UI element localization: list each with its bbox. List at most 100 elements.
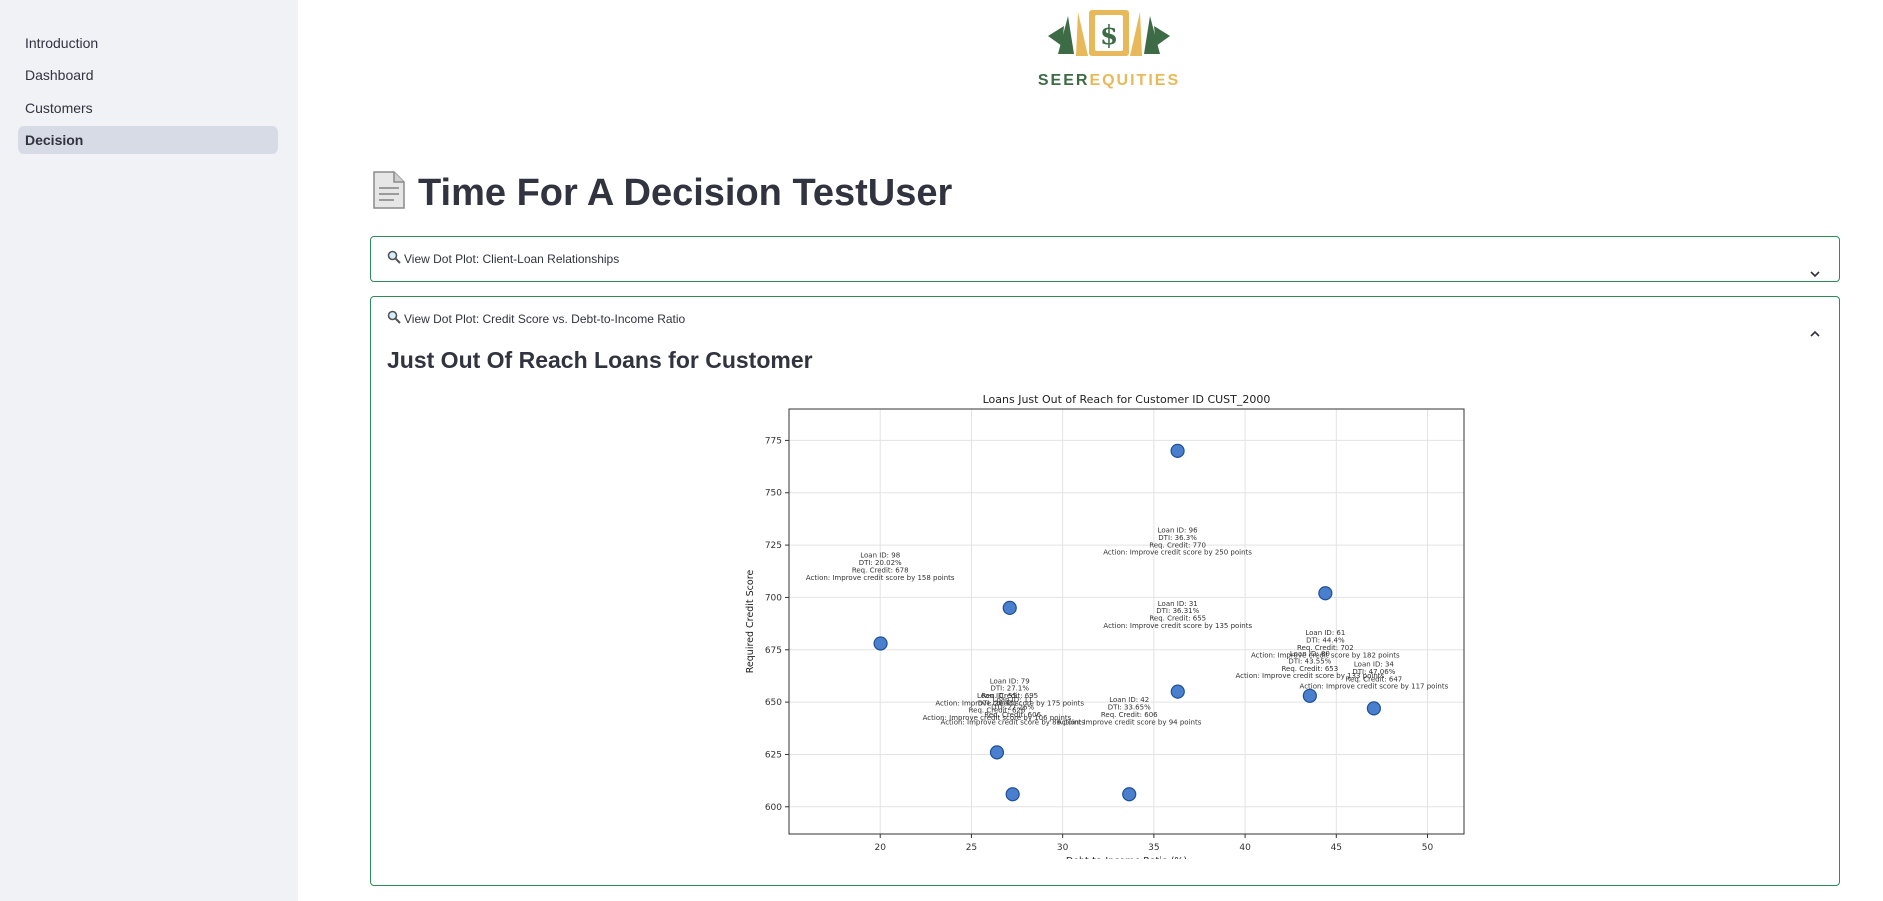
annotation-line: DTI: 33.65%	[1108, 704, 1151, 712]
point-annotation: Loan ID: 11 DTI: 27.26% Req. Credit: 606 Ac…	[941, 696, 1086, 726]
page-title-text: Time For A Decision TestUser	[418, 172, 953, 215]
annotation-line: DTI: 47.06%	[1352, 668, 1395, 676]
annotation-line: DTI: 36.3%	[1158, 534, 1197, 542]
annotation-line: Req. Credit: 695	[981, 692, 1038, 700]
point-annotation: Loan ID: 55 DTI: 26.4% Req. Credit: 626 Act…	[923, 692, 1072, 722]
y-tick-label: 700	[765, 593, 782, 603]
expander-client-loan-relationships[interactable]: View Dot Plot: Client-Loan Relationships	[370, 236, 1840, 282]
sidebar: Introduction Dashboard Customers Decisio…	[0, 0, 298, 901]
annotation-line: Loan ID: 31	[1158, 600, 1198, 608]
annotation-line: Loan ID: 96	[1158, 527, 1199, 535]
point-annotation: Loan ID: 31 DTI: 36.31% Req. Credit: 655 Ac…	[1103, 600, 1252, 630]
data-point	[1302, 688, 1317, 703]
annotation-line: Loan ID: 11	[993, 696, 1033, 704]
expander-credit-score-vs-dti: View Dot Plot: Credit Score vs. Debt-to-…	[370, 296, 1840, 886]
data-point	[873, 636, 888, 651]
data-point	[1002, 600, 1017, 615]
annotation-line: Action: Improve credit score by 175 poin…	[935, 699, 1084, 707]
chart-title: Loans Just Out of Reach for Customer ID …	[983, 393, 1271, 406]
annotation-line: DTI: 44.4%	[1306, 637, 1345, 645]
point-annotation: Loan ID: 79 DTI: 27.1% Req. Credit: 695 Act…	[935, 677, 1084, 707]
plot-frame	[788, 408, 1465, 835]
y-tick-label: 775	[765, 436, 782, 446]
annotation-line: Loan ID: 42	[1109, 696, 1149, 704]
annotation-line: Action: Improve credit score by 94 point…	[1057, 718, 1202, 726]
x-tick-label: 25	[966, 843, 977, 853]
data-point	[1122, 787, 1137, 802]
document-icon	[370, 170, 408, 220]
data-point	[1005, 787, 1020, 802]
annotation-line: Action: Improve credit score by 117 poin…	[1300, 683, 1449, 691]
point-annotation: Loan ID: 98 DTI: 20.02% Req. Credit: 678 Ac…	[806, 552, 955, 582]
annotation-line: DTI: 20.02%	[859, 559, 902, 567]
point-annotation: Loan ID: 42 DTI: 33.65% Req. Credit: 606 Ac…	[1057, 696, 1202, 726]
x-axis-label: Debt-to-Income Ratio (%)	[1066, 856, 1187, 859]
seer-equities-logo: $ SEEREQUITIES	[1034, 6, 1184, 92]
annotation-line: Req. Credit: 655	[1149, 615, 1206, 623]
x-tick-label: 20	[874, 843, 886, 853]
y-tick-label: 650	[765, 698, 782, 708]
chevron-up-icon[interactable]	[1809, 313, 1821, 357]
annotation-line: Req. Credit: 606	[1101, 711, 1158, 719]
annotation-line: Action: Improve credit score by 250 poin…	[1103, 549, 1252, 557]
annotation-line: Loan ID: 55	[977, 692, 1017, 700]
annotation-line: Action: Improve credit score by 106 poin…	[923, 714, 1072, 722]
sidebar-item-customers[interactable]: Customers	[25, 100, 93, 116]
annotation-line: Req. Credit: 770	[1149, 541, 1206, 549]
expander-header[interactable]: View Dot Plot: Credit Score vs. Debt-to-…	[371, 297, 1839, 341]
annotation-line: DTI: 27.26%	[991, 704, 1034, 712]
expander-header[interactable]: View Dot Plot: Client-Loan Relationships	[371, 237, 1839, 281]
annotation-line: Action: Improve credit score by 182 poin…	[1251, 651, 1400, 659]
logo-wordmark: SEEREQUITIES	[1037, 72, 1181, 89]
annotation-line: Loan ID: 61	[1305, 629, 1345, 637]
y-tick-label: 675	[765, 646, 782, 656]
chevron-down-icon[interactable]	[1809, 253, 1821, 297]
annotation-line: DTI: 26.4%	[978, 699, 1017, 707]
x-tick-label: 40	[1239, 843, 1251, 853]
annotation-line: Action: Improve credit score by 86 point…	[941, 718, 1086, 726]
x-tick-label: 30	[1057, 843, 1069, 853]
logo-emblem-icon: $	[1048, 10, 1170, 56]
data-point	[1318, 586, 1333, 601]
annotation-line: Action: Improve credit score by 158 poin…	[806, 574, 955, 582]
x-tick-label: 45	[1331, 843, 1342, 853]
annotation-line: Action: Improve credit score by 135 poin…	[1103, 622, 1252, 630]
annotation-line: Action: Improve credit score by 133 poin…	[1236, 672, 1385, 680]
sidebar-item-introduction[interactable]: Introduction	[25, 35, 99, 51]
x-tick-label: 35	[1148, 843, 1159, 853]
data-point	[1366, 701, 1381, 716]
data-point	[989, 745, 1005, 760]
plot-area	[789, 409, 1464, 834]
annotation-line: Loan ID: 34	[1354, 661, 1395, 669]
annotation-line: Loan ID: 80	[1290, 650, 1330, 658]
annotation-line: Loan ID: 79	[990, 677, 1030, 685]
magnifier-icon	[387, 298, 401, 342]
data-point	[1170, 684, 1185, 699]
svg-text:$: $	[1100, 21, 1118, 51]
annotation-line: Req. Credit: 606	[984, 711, 1041, 719]
point-annotation: Loan ID: 34 DTI: 47.06% Req. Credit: 647 Ac…	[1300, 661, 1449, 691]
point-annotation: Loan ID: 61 DTI: 44.4% Req. Credit: 702 Act…	[1251, 629, 1400, 659]
annotation-line: Req. Credit: 678	[852, 566, 909, 574]
y-tick-label: 625	[765, 750, 782, 760]
annotation-line: DTI: 27.1%	[990, 685, 1029, 693]
point-annotation: Loan ID: 96 DTI: 36.3% Req. Credit: 770 Act…	[1103, 527, 1252, 557]
section-title: Just Out Of Reach Loans for Customer	[387, 347, 813, 373]
point-annotation: Loan ID: 80 DTI: 43.55% Req. Credit: 653 Ac…	[1236, 650, 1385, 680]
annotation-line: DTI: 43.55%	[1288, 657, 1331, 665]
expander-label: View Dot Plot: Credit Score vs. Debt-to-…	[404, 312, 686, 326]
annotation-line: Loan ID: 98	[860, 552, 900, 560]
x-tick-label: 50	[1422, 843, 1434, 853]
annotation-line: DTI: 36.31%	[1156, 607, 1199, 615]
annotation-line: Req. Credit: 702	[1297, 644, 1354, 652]
magnifier-icon	[387, 238, 401, 282]
data-point	[1170, 443, 1185, 458]
sidebar-item-decision[interactable]: Decision	[18, 126, 278, 154]
page-title: Time For A Decision TestUser	[370, 170, 952, 220]
y-tick-label: 750	[765, 489, 782, 499]
sidebar-item-dashboard[interactable]: Dashboard	[25, 67, 94, 83]
expander-label: View Dot Plot: Client-Loan Relationships	[404, 252, 620, 266]
y-axis-label: Required Credit Score	[745, 570, 756, 674]
annotation-line: Req. Credit: 626	[969, 707, 1026, 715]
annotation-line: Req. Credit: 653	[1281, 665, 1338, 673]
